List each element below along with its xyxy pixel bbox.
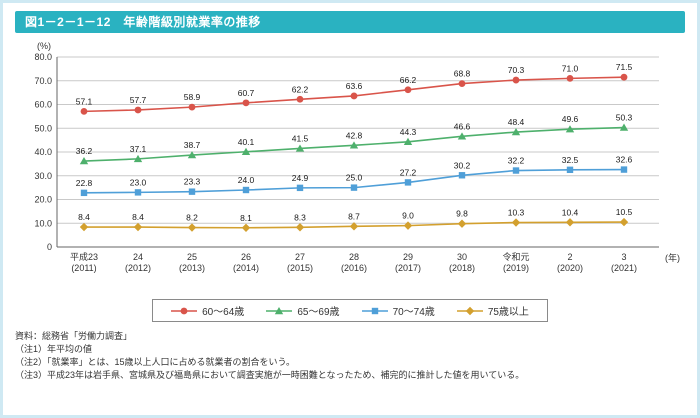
legend-label: 65〜69歳 <box>297 307 340 318</box>
x-tick-label: 30 (2018) <box>449 252 475 273</box>
circle-marker-icon <box>171 307 198 314</box>
chart-area: 0 10.0 20.0 30.0 40.0 50.0 60.0 70.0 80.0 (%) (年) 平… <box>15 41 685 293</box>
x-tick-label: 24 (2012) <box>125 252 151 273</box>
y-tick-label: 40.0 <box>34 147 52 157</box>
series-65〜69歳: 36.2 37.1 38.7 40.1 41.5 42.8 44.3 46.6 48.4 49.6… <box>76 113 633 165</box>
data-label: 58.9 <box>184 92 201 102</box>
legend-label: 60〜64歳 <box>202 307 245 318</box>
data-label: 10.4 <box>562 207 579 217</box>
footnotes: 資料：総務省「労働力調査」 （注1）年平均の値 （注2）「就業率」とは、15歳以… <box>15 330 685 382</box>
y-tick-label: 10.0 <box>34 218 52 228</box>
data-label: 66.2 <box>400 75 417 85</box>
legend-label: 70〜74歳 <box>392 307 435 318</box>
data-label: 23.3 <box>184 177 201 187</box>
data-label: 70.3 <box>508 65 525 75</box>
x-tick-label: 29 (2017) <box>395 252 421 273</box>
diamond-marker-icon <box>456 306 483 315</box>
x-tick-label: 3 (2021) <box>611 252 637 273</box>
data-label: 32.6 <box>616 155 633 165</box>
x-tick-label: 26 (2014) <box>233 252 259 273</box>
legend-label: 75歳以上 <box>487 307 529 318</box>
footnote-3: （注3）平成23年は岩手県、宮城県及び福島県において調査実施が一時困難となったた… <box>15 370 525 381</box>
data-label: 32.2 <box>508 156 525 166</box>
data-label: 9.0 <box>402 211 414 221</box>
source-note: 資料：総務省「労働力調査」 <box>15 331 133 341</box>
data-label: 25.0 <box>346 173 363 183</box>
data-label: 24.9 <box>292 173 309 183</box>
series-75歳以上: 8.4 8.4 8.2 8.1 8.3 8.7 9.0 9.8 10.3 10.4 10.5 <box>78 207 633 232</box>
x-tick-label: 28 (2016) <box>341 252 367 273</box>
data-label: 10.3 <box>508 208 525 218</box>
data-label: 57.1 <box>76 96 93 106</box>
legend-item-70〜74歳: 70〜74歳 <box>361 303 435 318</box>
footnote-2: （注2）「就業率」とは、15歳以上人口に占める就業者の割合をいう。 <box>15 357 295 368</box>
data-label: 42.8 <box>346 130 363 140</box>
data-label: 23.0 <box>130 177 147 187</box>
data-label: 38.7 <box>184 140 201 150</box>
series-60〜64歳: 57.1 57.7 58.9 60.7 62.2 63.6 66.2 68.8 70.3 71.0… <box>76 62 633 115</box>
data-label: 22.8 <box>76 178 93 188</box>
data-label: 9.8 <box>456 209 468 219</box>
legend-item-60〜64歳: 60〜64歳 <box>171 303 244 318</box>
data-label: 8.4 <box>132 212 144 222</box>
data-label: 46.6 <box>454 121 471 131</box>
y-tick-label: 0 <box>47 242 52 252</box>
data-label: 30.2 <box>454 160 471 170</box>
y-axis-unit-label: (%) <box>37 41 51 51</box>
data-label: 44.3 <box>400 127 417 137</box>
y-tick-label: 70.0 <box>34 76 52 86</box>
chart-legend: 60〜64歳 65〜69歳 70〜74歳 75歳以上 <box>152 299 548 322</box>
x-tick-label: 令和元(2019) <box>502 251 529 273</box>
data-label: 36.2 <box>76 146 93 156</box>
x-axis-unit-label: (年) <box>665 252 680 263</box>
figure-title: 図1－2－1－12 年齢階級別就業率の推移 <box>25 15 261 29</box>
data-label: 8.4 <box>78 212 90 222</box>
y-tick-label: 50.0 <box>34 123 52 133</box>
data-label: 8.1 <box>240 213 252 223</box>
legend-row: 60〜64歳 65〜69歳 70〜74歳 75歳以上 <box>15 299 685 322</box>
y-tick-label: 30.0 <box>34 171 52 181</box>
data-label: 57.7 <box>130 95 147 105</box>
data-label: 71.0 <box>562 63 579 73</box>
x-tick-label: 25 (2013) <box>179 252 205 273</box>
data-label: 8.2 <box>186 213 198 223</box>
employment-rate-chart: 0 10.0 20.0 30.0 40.0 50.0 60.0 70.0 80.0(%) (年) 平… <box>34 41 680 273</box>
data-label: 8.7 <box>348 211 360 221</box>
data-label: 37.1 <box>130 144 147 154</box>
data-label: 63.6 <box>346 81 363 91</box>
footnote-1: （注1）年平均の値 <box>15 344 93 355</box>
x-tick-label: 平成23 (2011) <box>70 251 98 273</box>
square-marker-icon <box>361 307 388 314</box>
data-label: 24.0 <box>238 175 255 185</box>
x-tick-label: 2 (2020) <box>557 252 583 273</box>
data-label: 48.4 <box>508 117 525 127</box>
x-tick-label: 27 (2015) <box>287 252 313 273</box>
data-label: 60.7 <box>238 88 255 98</box>
data-label: 32.5 <box>562 155 579 165</box>
data-label: 50.3 <box>616 113 633 123</box>
data-label: 10.5 <box>616 207 633 217</box>
figure-title-bar: 図1－2－1－12 年齢階級別就業率の推移 <box>15 11 685 33</box>
data-label: 71.5 <box>616 62 633 72</box>
data-label: 49.6 <box>562 114 579 124</box>
data-label: 62.2 <box>292 84 309 94</box>
y-tick-label: 60.0 <box>34 100 52 110</box>
y-tick-label: 20.0 <box>34 195 52 205</box>
data-label: 27.2 <box>400 167 417 177</box>
data-label: 40.1 <box>238 137 255 147</box>
y-tick-label: 80.0 <box>34 52 52 62</box>
data-label: 8.3 <box>294 212 306 222</box>
triangle-marker-icon <box>266 306 293 314</box>
series-70〜74歳: 22.8 23.0 23.3 24.0 24.9 25.0 27.2 30.2 32.2 32.5… <box>76 155 633 197</box>
data-label: 41.5 <box>292 133 309 143</box>
data-label: 68.8 <box>454 69 471 79</box>
legend-item-65〜69歳: 65〜69歳 <box>266 303 340 318</box>
legend-item-75歳以上: 75歳以上 <box>456 303 529 318</box>
